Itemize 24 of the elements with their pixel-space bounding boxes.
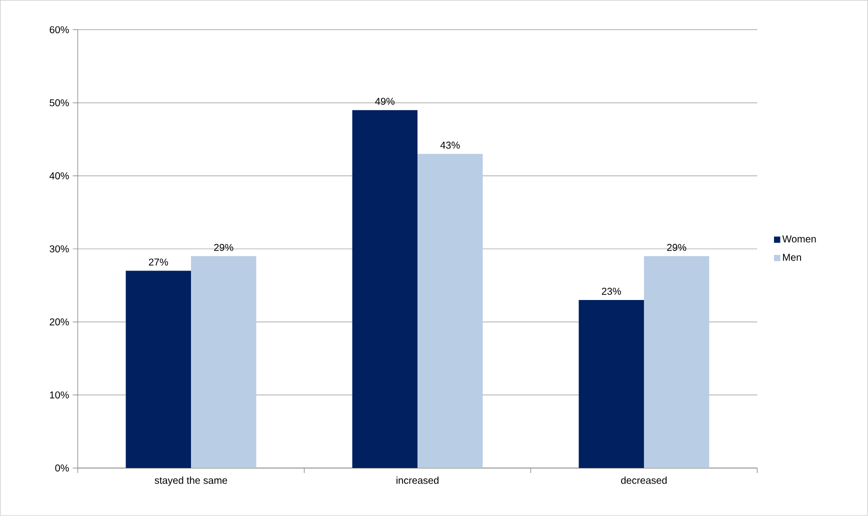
y-tick-label: 0% [55,464,69,472]
y-tick-label: 20% [50,318,69,326]
y-tick-label: 10% [50,392,69,399]
legend-label: Men [783,254,801,261]
data-label: 29% [667,244,686,252]
bar [191,256,256,468]
bar [352,110,418,468]
bar [644,256,710,468]
data-label: 49% [375,98,395,105]
x-tick-label: stayed the same [154,476,228,486]
x-tick-label: decreased [621,476,667,484]
data-label: 43% [440,142,460,149]
y-tick-label: 40% [50,172,69,180]
y-tick-label: 30% [50,245,69,253]
x-tick-label: increased [396,476,438,484]
data-label: 27% [148,258,168,266]
bar [417,154,483,468]
y-tick-label: 60% [50,26,69,34]
data-label: 29% [214,244,234,252]
bar [578,300,644,468]
y-tick-label: 50% [50,99,69,106]
bar [126,270,191,468]
legend-label: Women [782,236,816,243]
data-label: 23% [602,288,621,295]
